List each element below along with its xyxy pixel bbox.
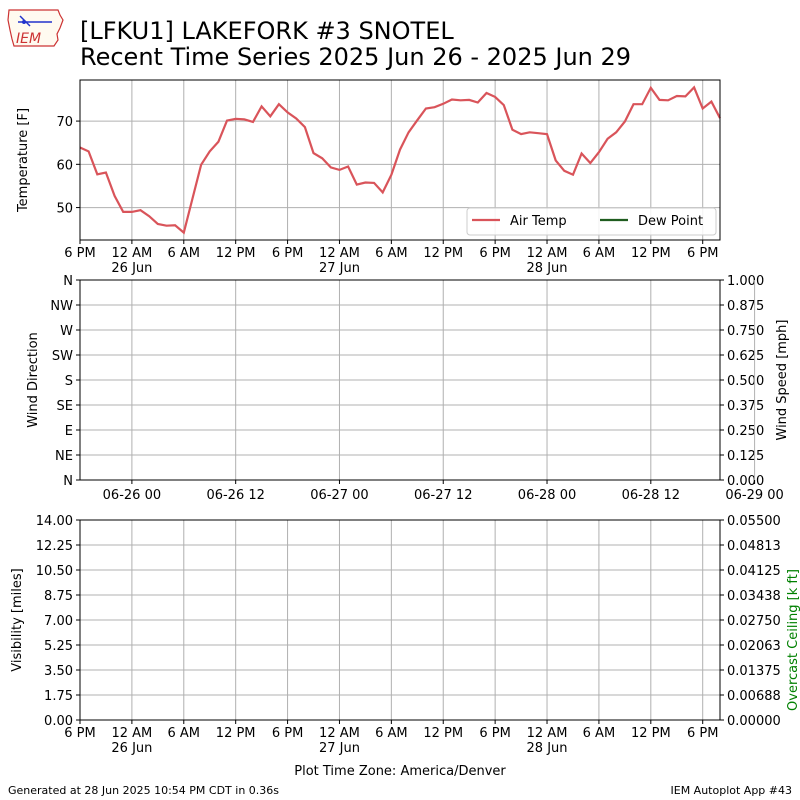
y-tick-label: S [65,374,73,389]
y2-tick-label: 1.000 [727,274,764,289]
x-tick-label: 12 AM [319,246,360,261]
y-tick-label: 8.75 [44,589,73,604]
x-tick-label: 12 AM [527,726,568,741]
y2-tick-label: 0.00000 [727,714,781,729]
y-axis-label: Wind Direction [26,332,41,428]
x-tick-label: 6 PM [687,246,718,261]
y2-tick-label: 0.04813 [727,539,781,554]
x-tick-label: 6 AM [375,246,408,261]
y2-axis-label: Overcast Ceiling [k ft] [786,569,800,711]
y-tick-label: 10.50 [36,564,73,579]
logo-text: IEM [16,31,41,47]
y2-tick-label: 0.03438 [727,589,781,604]
y-tick-label: NE [55,449,73,464]
x-tick-label: 12 PM [423,246,463,261]
y2-tick-label: 0.875 [727,299,764,314]
generated-note: Generated at 28 Jun 2025 10:54 PM CDT in… [8,784,280,797]
y-tick-label: NW [50,299,73,314]
y-tick-label: N [63,274,73,289]
x-tick-label: 12 PM [631,726,671,741]
y-tick-label: 70 [56,115,73,130]
y2-tick-label: 0.000 [727,474,764,489]
x-day-label: 27 Jun [319,741,360,756]
y2-tick-label: 0.02063 [727,639,781,654]
x-tick-label: 6 PM [64,726,95,741]
panel-frame [79,279,721,481]
x-tick-label: 06-26 00 [103,488,161,503]
x-axis-label: Plot Time Zone: America/Denver [294,764,506,779]
y-tick-label: W [60,324,73,339]
air-temp-line [79,85,721,235]
x-tick-label: 6 PM [687,726,718,741]
x-tick-label: 6 AM [168,246,201,261]
y2-tick-label: 0.00688 [727,689,781,704]
y-tick-label: 50 [56,202,73,217]
y2-tick-label: 0.04125 [727,564,781,579]
iem-logo: IEM [7,9,64,47]
legend-box [466,207,717,236]
x-day-label: 28 Jun [527,741,568,756]
x-tick-label: 6 AM [583,726,616,741]
y-tick-label: N [63,474,73,489]
y2-axis-label: Wind Speed [mph] [775,320,790,441]
y-tick-label: 12.25 [36,539,73,554]
x-tick-label: 06-27 12 [414,488,472,503]
x-tick-label: 12 AM [111,726,152,741]
x-tick-label: 06-29 00 [725,488,783,503]
y-axis-label: Temperature [F] [16,108,31,213]
y2-tick-label: 0.01375 [727,664,781,679]
panel-frame [79,79,721,241]
x-tick-label: 12 PM [423,726,463,741]
x-tick-label: 12 PM [216,726,256,741]
x-day-label: 26 Jun [111,741,152,756]
chart-subtitle: Recent Time Series 2025 Jun 26 - 2025 Ju… [80,43,632,71]
legend-label-dew-point: Dew Point [638,214,703,229]
y2-tick-label: 0.02750 [727,614,781,629]
x-tick-label: 6 PM [479,246,510,261]
y2-tick-label: 0.05500 [727,514,781,529]
y-tick-label: 7.00 [44,614,73,629]
y-tick-label: 0.00 [44,714,73,729]
x-tick-label: 12 AM [527,246,568,261]
y-tick-label: 1.75 [44,689,73,704]
x-tick-label: 06-27 00 [310,488,368,503]
x-tick-label: 6 AM [583,246,616,261]
x-tick-label: 6 PM [64,246,95,261]
y-tick-label: 60 [56,158,73,173]
x-day-label: 28 Jun [527,261,568,276]
y-tick-label: 3.50 [44,664,73,679]
x-tick-label: 12 AM [319,726,360,741]
x-tick-label: 6 PM [272,726,303,741]
x-tick-label: 06-28 12 [622,488,680,503]
y2-tick-label: 0.750 [727,324,764,339]
y-tick-label: 14.00 [36,514,73,529]
x-tick-label: 06-26 12 [206,488,264,503]
y2-tick-label: 0.250 [727,424,764,439]
chart-title: [LFKU1] LAKEFORK #3 SNOTEL [80,17,454,45]
y-tick-label: 5.25 [44,639,73,654]
x-tick-label: 6 PM [479,726,510,741]
x-tick-label: 6 PM [272,246,303,261]
y2-tick-label: 0.375 [727,399,764,414]
y2-tick-label: 0.125 [727,449,764,464]
app-credit: IEM Autoplot App #43 [670,784,793,797]
x-day-label: 26 Jun [111,261,152,276]
x-tick-label: 6 AM [375,726,408,741]
panel-frame [79,519,721,721]
x-tick-label: 6 AM [168,726,201,741]
x-day-label: 27 Jun [319,261,360,276]
x-tick-label: 06-28 00 [518,488,576,503]
y-tick-label: SE [57,399,73,414]
legend-label-air-temp: Air Temp [510,214,567,229]
iowa-state-outline-icon [7,9,64,47]
y2-tick-label: 0.500 [727,374,764,389]
y-tick-label: SW [52,349,73,364]
y-axis-label: Visibility [miles] [10,568,25,671]
y-tick-label: E [65,424,73,439]
x-tick-label: 12 AM [111,246,152,261]
x-tick-label: 12 PM [631,246,671,261]
y2-tick-label: 0.625 [727,349,764,364]
x-tick-label: 12 PM [216,246,256,261]
